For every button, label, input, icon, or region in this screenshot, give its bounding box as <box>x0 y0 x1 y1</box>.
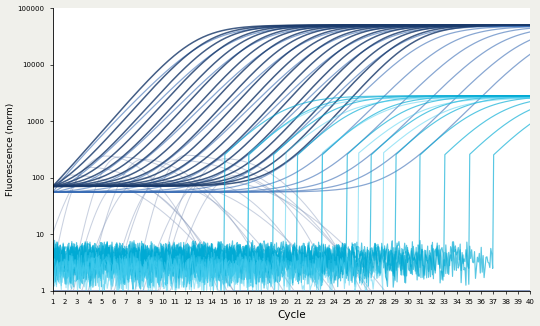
Y-axis label: Fluorescence (norm): Fluorescence (norm) <box>5 103 15 196</box>
X-axis label: Cycle: Cycle <box>277 310 306 320</box>
